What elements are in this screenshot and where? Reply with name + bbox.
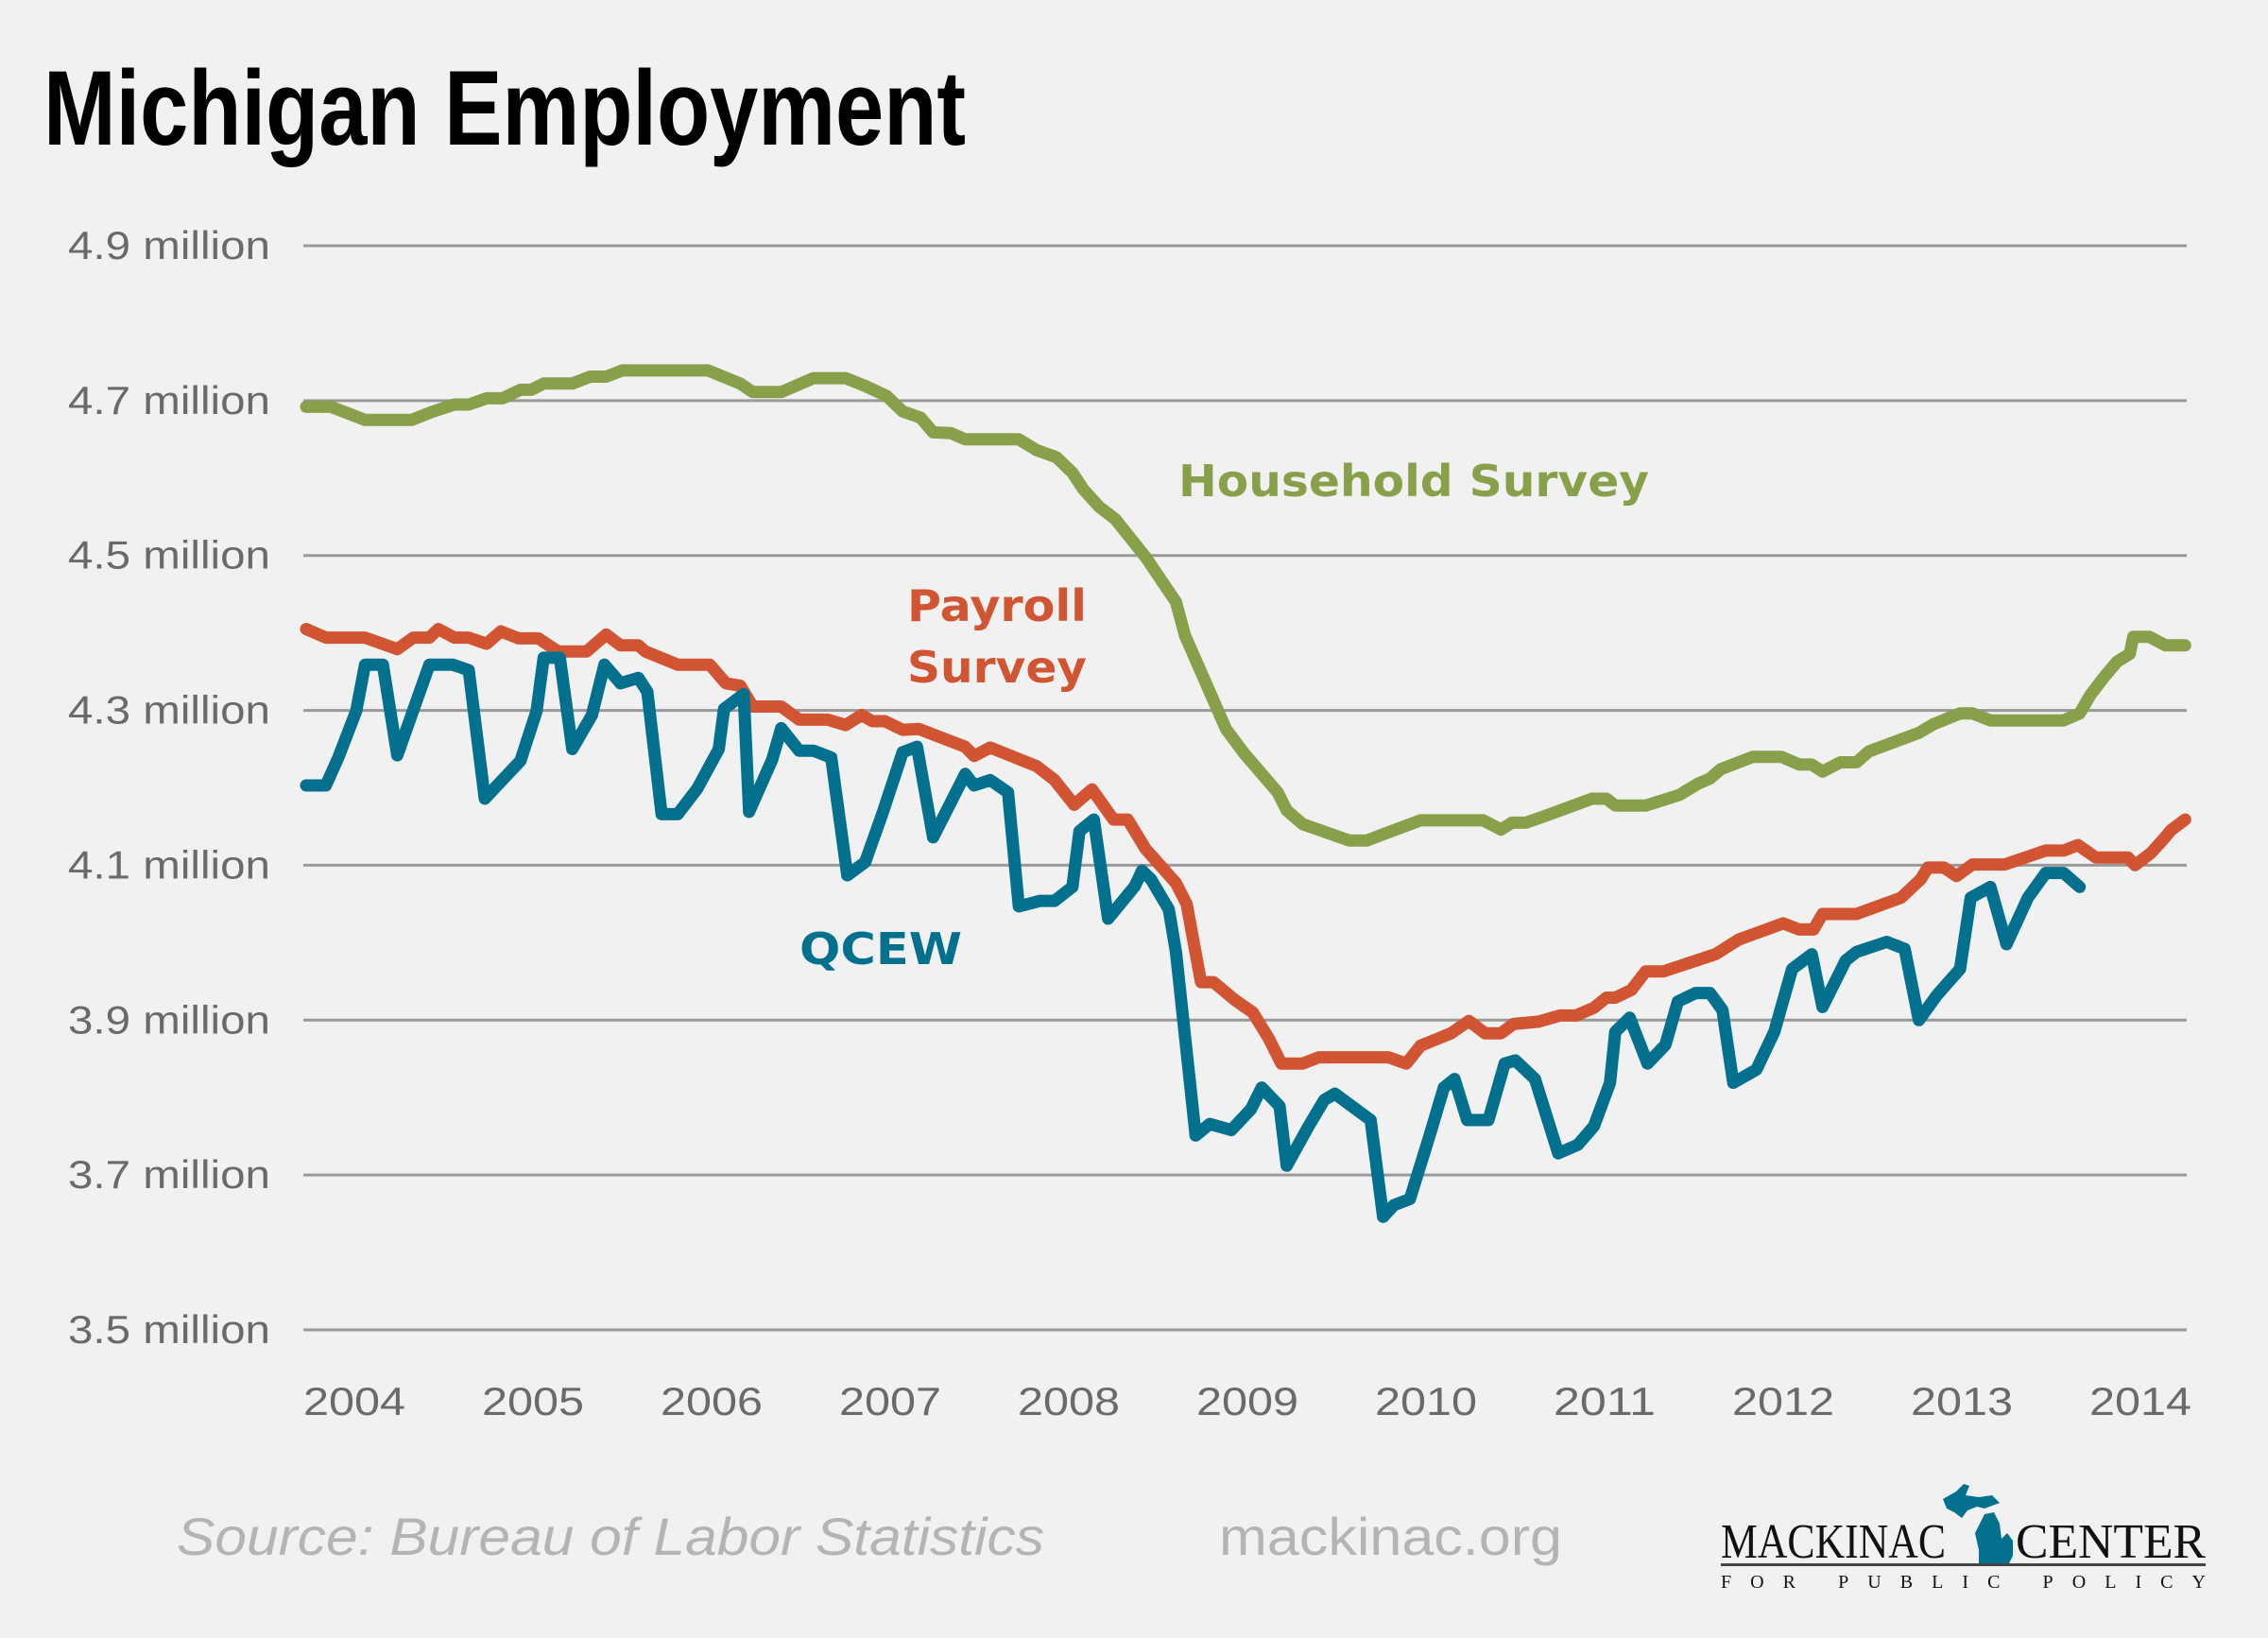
series-lines bbox=[300, 364, 2191, 1223]
x-tick-label: 2011 bbox=[1554, 1379, 1656, 1423]
x-tick-label: 2012 bbox=[1732, 1379, 1834, 1423]
series-line-household-survey bbox=[300, 364, 2191, 847]
series-line-qcew bbox=[300, 651, 2087, 1223]
y-tick-label: 4.1 million bbox=[68, 842, 270, 887]
logo-tagline: FOR PUBLIC POLICY bbox=[1721, 1572, 2206, 1593]
x-tick-label: 2013 bbox=[1911, 1379, 2013, 1423]
logo-divider bbox=[1721, 1563, 2206, 1566]
y-axis-ticks: 4.9 million 4.7 million 4.5 million 4.3 mil… bbox=[68, 223, 270, 1352]
series-line-payroll-survey bbox=[300, 623, 2191, 1070]
y-tick-label: 4.5 million bbox=[68, 533, 270, 578]
series-label: Household Survey bbox=[1178, 456, 1649, 507]
x-tick-label: 2005 bbox=[482, 1379, 584, 1423]
series-label: QCEW bbox=[799, 923, 962, 974]
chart-title: Michigan Employment bbox=[43, 49, 966, 167]
y-tick-label: 4.3 million bbox=[68, 688, 270, 733]
x-tick-label: 2014 bbox=[2089, 1379, 2191, 1423]
y-tick-label: 3.9 million bbox=[68, 997, 270, 1042]
y-tick-label: 4.7 million bbox=[68, 378, 270, 422]
source-note: Source: Bureau of Labor Statistics bbox=[177, 1507, 1044, 1566]
x-tick-label: 2008 bbox=[1018, 1379, 1120, 1423]
y-tick-label: 3.5 million bbox=[68, 1307, 270, 1352]
logo-left-word: MACKINAC bbox=[1721, 1515, 1946, 1569]
michigan-map-icon bbox=[1943, 1484, 2013, 1563]
logo-right-word: CENTER bbox=[2016, 1515, 2206, 1569]
x-axis-ticks: 2004 2005 2006 2007 2008 2009 2010 2011 2012 2013… bbox=[303, 1379, 2191, 1423]
series-label: Survey bbox=[907, 642, 1087, 693]
x-tick-label: 2006 bbox=[661, 1379, 763, 1423]
gridlines bbox=[303, 244, 2187, 1332]
y-tick-label: 3.7 million bbox=[68, 1152, 270, 1197]
x-tick-label: 2004 bbox=[303, 1379, 405, 1423]
series-labels: Household Survey Payroll Survey QCEW bbox=[799, 456, 1649, 974]
mackinac-center-logo: MACKINAC CENTER FOR PUBLIC POLICY bbox=[1721, 1484, 2206, 1593]
x-tick-label: 2009 bbox=[1196, 1379, 1298, 1423]
x-tick-label: 2010 bbox=[1375, 1379, 1477, 1423]
website-text: mackinac.org bbox=[1219, 1507, 1562, 1566]
y-tick-label: 4.9 million bbox=[68, 223, 270, 267]
series-label: Payroll bbox=[907, 580, 1087, 631]
x-tick-label: 2007 bbox=[839, 1379, 941, 1423]
